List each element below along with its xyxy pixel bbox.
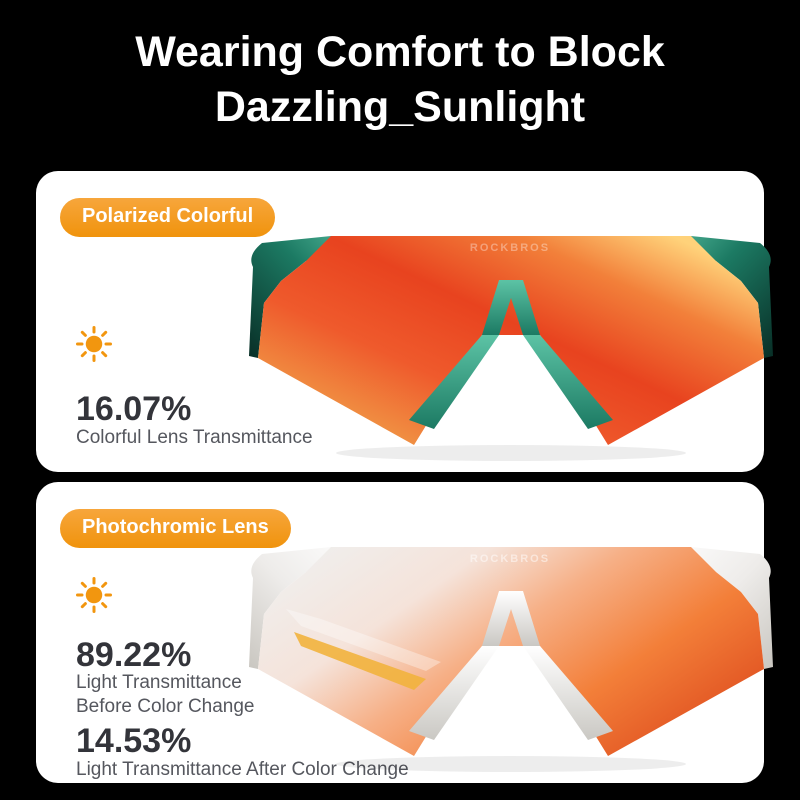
- svg-text:ROCKBROS: ROCKBROS: [470, 553, 550, 565]
- svg-text:ROCKBROS: ROCKBROS: [470, 242, 550, 254]
